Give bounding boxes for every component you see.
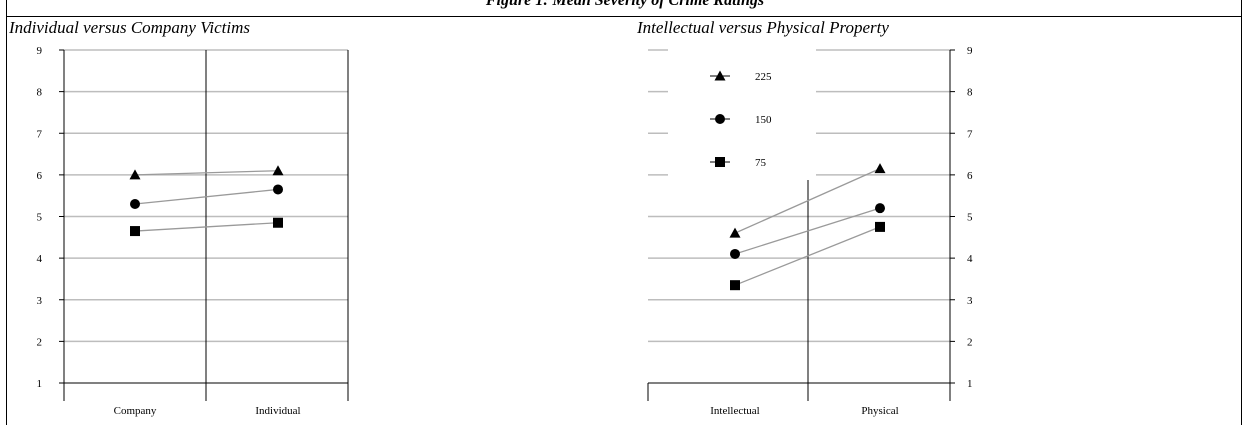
chart-1-y-tick-label: 3	[37, 295, 43, 307]
chart-2-legend-marker	[715, 157, 725, 167]
chart-1-x-tick-label: Company	[114, 405, 157, 417]
chart-2-legend-label: 75	[755, 157, 767, 169]
chart-2-y-tick-label: 3	[967, 295, 973, 307]
chart-2-series-3-point	[875, 221, 885, 232]
chart-1-series-2-point	[130, 199, 140, 210]
chart-1-series-1-line	[134, 170, 279, 176]
chart-2-series-2-line	[734, 207, 881, 255]
chart-2-x-tick-label: Physical	[861, 405, 898, 417]
chart-1-series-3-point	[130, 226, 140, 237]
chart-2-y-tick-label: 7	[967, 128, 973, 140]
chart-2-legend-marker	[715, 114, 725, 124]
chart-1-y-tick-label: 9	[37, 45, 43, 57]
chart-1-y-tick-label: 5	[37, 212, 43, 224]
chart-1-series-2-point	[273, 184, 283, 195]
chart-1-y-tick-label: 1	[37, 378, 43, 390]
chart-2-series-1-point	[874, 163, 886, 174]
chart-2-series-1-point	[729, 227, 741, 238]
chart-2-y-tick-label: 9	[967, 45, 973, 57]
chart-2-x-tick-label: Intellectual	[710, 405, 759, 417]
chart-2-series-1-line	[734, 168, 881, 234]
chart-1-y-tick-label: 7	[37, 128, 43, 140]
chart-1-plot: 1 2 3 4 5 6 7 8 9 Company Individual	[37, 45, 349, 417]
chart-2-y-tick-label: 2	[967, 336, 973, 348]
chart-1-title: Individual versus Company Victims	[9, 18, 250, 37]
chart-1-series-1-point	[129, 169, 141, 180]
chart-1-series-2-line	[134, 188, 279, 205]
chart-2-title: Intellectual versus Physical Property	[637, 18, 889, 37]
chart-1-series-1-point	[272, 165, 284, 176]
figure-frame	[6, 0, 1242, 425]
chart-2-y-tick-label: 8	[967, 87, 973, 99]
chart-1-series-3-point	[273, 217, 283, 228]
chart-1-y-tick-label: 8	[37, 87, 43, 99]
chart-1-y-tick-label: 4	[37, 253, 43, 265]
figure-title: Figure 1: Mean Severity of Crime Ratings	[485, 0, 765, 9]
chart-2-series-3-line	[734, 226, 881, 286]
chart-2-series-2-point	[875, 203, 885, 214]
chart-2-plot: 1 2 3 4 5 6 7 8 9 Intellectual Physical 225 150 75	[647, 45, 973, 417]
chart-1-x-tick-label: Individual	[255, 405, 300, 417]
figure-top-rule	[6, 16, 1242, 17]
chart-1-y-tick-label: 2	[37, 336, 43, 348]
chart-1-y-tick-label: 6	[37, 170, 43, 182]
chart-2-y-tick-label: 4	[967, 253, 973, 265]
chart-2-legend-label: 150	[755, 114, 772, 126]
chart-1-series-3-line	[134, 222, 279, 232]
chart-2-y-tick-label: 5	[967, 212, 973, 224]
chart-2-y-tick-label: 6	[967, 170, 973, 182]
chart-2-legend-marker	[714, 70, 726, 81]
chart-2-series-3-point	[730, 280, 740, 291]
chart-2-y-tick-label: 1	[967, 378, 973, 390]
chart-2-legend-label: 225	[755, 71, 772, 83]
chart-2-series-2-point	[730, 248, 740, 259]
